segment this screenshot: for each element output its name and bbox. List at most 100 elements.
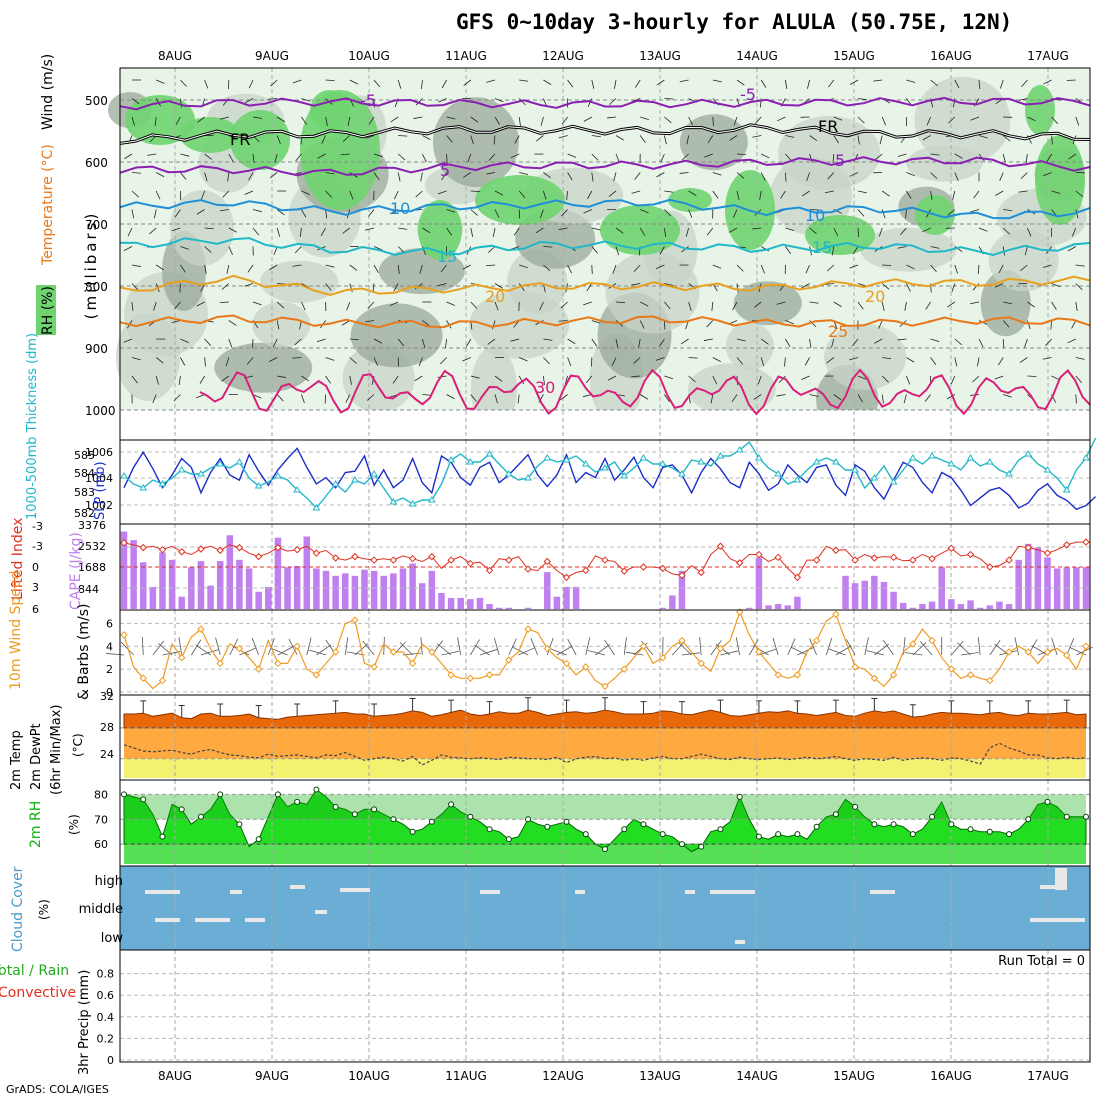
- precip-tick-label: 0.2: [97, 1032, 115, 1045]
- isotherm-15: [119, 237, 1091, 257]
- cape-bar: [553, 596, 561, 609]
- wind-barb: [688, 375, 696, 383]
- wind-barb: [201, 190, 205, 200]
- cape-bar: [139, 562, 147, 609]
- wind-barb: [906, 357, 915, 363]
- wind-barb: [978, 79, 981, 90]
- cape-bar: [409, 563, 416, 609]
- wind-barb: [486, 79, 496, 83]
- contour-label: -5: [360, 91, 376, 110]
- minmax-bar: [755, 700, 762, 714]
- li-marker: [678, 571, 686, 580]
- wind-barb: [131, 264, 141, 267]
- wind-barb: [833, 394, 842, 401]
- wind-barb: [560, 394, 568, 401]
- cape-tick-label: 844: [78, 583, 99, 596]
- wind-barb: [656, 264, 665, 270]
- wind-marker: [812, 636, 821, 645]
- wind-barb: [947, 301, 956, 308]
- cape-bar: [342, 573, 349, 609]
- top-date-label: 15AUG: [833, 49, 875, 63]
- wind-barb: [558, 320, 568, 322]
- contour-label: 30: [535, 378, 555, 397]
- wind-barb: [919, 641, 933, 656]
- wind-barb: [367, 301, 375, 309]
- wind-barb: [494, 190, 504, 196]
- wind-barb: [881, 116, 887, 126]
- wind-barb: [1042, 264, 1052, 268]
- wind-barb: [1002, 135, 1011, 142]
- wind-barb: [1071, 227, 1077, 237]
- wind-barb: [251, 638, 260, 656]
- thickness-axis-label: 1000-500mb Thickness (dm): [25, 333, 40, 520]
- wind-barb: [422, 227, 431, 234]
- wind-marker: [331, 648, 340, 656]
- thickness-marker: [120, 472, 128, 479]
- wind-barb: [180, 264, 186, 273]
- minmax-bar: [563, 699, 570, 713]
- wind-barb: [681, 153, 689, 161]
- wind-barb: [951, 283, 956, 293]
- minmax-bar: [1025, 700, 1032, 714]
- wind-barb: [1024, 246, 1028, 256]
- wind-barb: [720, 650, 739, 656]
- li-marker: [1024, 543, 1032, 552]
- wind-barb: [1003, 209, 1013, 211]
- minmax-bar: [332, 700, 339, 714]
- wind-barb: [736, 79, 745, 86]
- thickness-marker: [139, 484, 148, 491]
- wind-barb: [204, 338, 212, 346]
- minmax-bar: [717, 699, 724, 713]
- li-marker: [832, 546, 840, 555]
- li-marker: [1005, 556, 1013, 564]
- wind-barb: [1003, 394, 1012, 398]
- wind-barb: [790, 646, 808, 656]
- wind-barb: [736, 283, 739, 293]
- wind-barb: [828, 648, 846, 656]
- wind-marker: [678, 636, 686, 645]
- thickness-marker: [1024, 450, 1033, 457]
- wind-barb: [805, 264, 810, 274]
- cape-bar: [976, 607, 984, 609]
- cloud-level-label: middle: [79, 902, 123, 917]
- wind-barb: [831, 246, 835, 256]
- wind-marker: [485, 671, 494, 679]
- cape-bar: [1005, 604, 1013, 609]
- wind-barb: [440, 357, 447, 365]
- wind-barb: [418, 357, 423, 367]
- wind-barb: [422, 338, 426, 348]
- wind-barb: [954, 172, 959, 181]
- wind-barb: [608, 190, 617, 197]
- rh2m-marker: [794, 831, 801, 838]
- wind-barb: [462, 264, 471, 270]
- cape-bar: [370, 570, 378, 609]
- cloud-fraction-bar: [575, 890, 585, 894]
- wind-barb: [972, 375, 980, 383]
- wind-barb: [864, 637, 869, 656]
- bottom-date-label: 16AUG: [930, 1069, 972, 1083]
- rh2m-marker: [967, 826, 974, 833]
- cloud-fraction-bar: [145, 890, 180, 894]
- thickness-marker: [928, 452, 936, 459]
- wind-barb: [1002, 338, 1005, 349]
- wind-barb: [1075, 283, 1083, 291]
- isotherm-25: [119, 314, 1091, 329]
- cloud-axis-label: Cloud Cover: [10, 866, 26, 952]
- wind-barb: [926, 116, 931, 126]
- top-date-label: 13AUG: [639, 49, 681, 63]
- li-marker: [389, 556, 398, 564]
- wind-barb: [776, 301, 786, 305]
- cloud-fraction-bar: [735, 940, 745, 944]
- rh2m-marker: [428, 818, 435, 825]
- cape-bar: [303, 536, 311, 609]
- wind-barb: [492, 320, 496, 330]
- wind-barb: [732, 301, 738, 311]
- precip-legend-convective: Convective: [0, 985, 76, 1001]
- wind-barb: [639, 227, 646, 236]
- thickness-marker: [985, 458, 994, 465]
- wind-barb: [567, 338, 576, 345]
- li-marker: [639, 563, 648, 571]
- wind-marker: [620, 665, 628, 673]
- wind-barb: [655, 357, 665, 361]
- wind-barb: [248, 172, 254, 181]
